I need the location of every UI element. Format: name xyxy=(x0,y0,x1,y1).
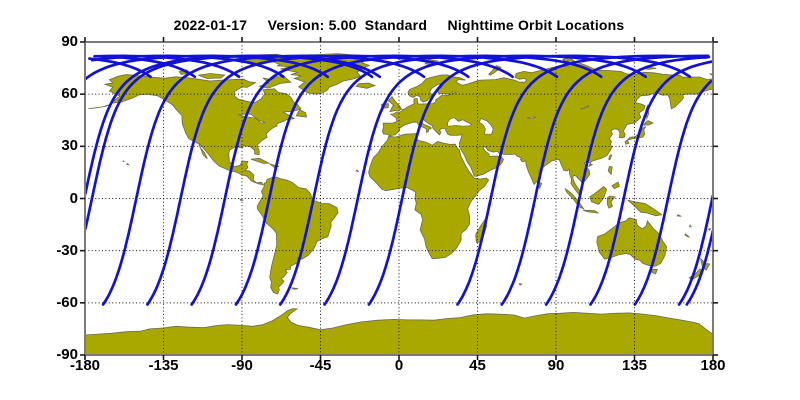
x-tick-label: 0 xyxy=(394,357,404,374)
land-japan-hokkaido xyxy=(643,120,654,126)
x-tick-label: 45 xyxy=(469,357,486,374)
orbit-track xyxy=(685,229,713,306)
water-black-sea xyxy=(447,117,473,127)
land-eurasia xyxy=(381,62,713,197)
land-new-caledonia xyxy=(684,233,690,238)
land-kerguelen xyxy=(518,282,523,286)
x-tick-label: 180 xyxy=(700,357,726,374)
land-falklands xyxy=(290,287,299,290)
y-tick-label: -90 xyxy=(56,346,78,363)
orbit-track xyxy=(323,54,647,306)
orbit-track xyxy=(278,54,603,306)
land-great-britain xyxy=(387,95,403,113)
orbit-track xyxy=(633,79,713,306)
orbit-track xyxy=(677,194,713,306)
land-hawaii-big-island xyxy=(125,162,130,166)
land-hawaii-oahu xyxy=(122,160,125,163)
orbit-track xyxy=(90,54,285,79)
y-tick-label: 60 xyxy=(61,85,78,103)
land-luzon xyxy=(607,166,613,176)
y-tick-label: 30 xyxy=(61,137,78,155)
land-sulawesi xyxy=(606,195,616,209)
y-tick-label: -30 xyxy=(56,241,78,259)
tick-marks-layer xyxy=(80,37,718,360)
water-lake-ladoga xyxy=(451,91,457,94)
orbit-track xyxy=(544,55,711,306)
water-lake-balkhash xyxy=(526,116,536,120)
y-tick-label: -60 xyxy=(56,293,78,311)
land-tasmania xyxy=(651,268,658,275)
orbit-track xyxy=(456,54,708,306)
land-borneo xyxy=(589,185,608,205)
orbit-track xyxy=(367,54,692,306)
land-taiwan xyxy=(607,154,613,161)
land-newfoundland xyxy=(295,109,307,118)
land-vanuatu xyxy=(689,224,692,228)
land-java xyxy=(582,209,599,214)
y-tick-label: 0 xyxy=(69,189,78,207)
land-galapagos xyxy=(239,198,245,202)
x-tick-label: -135 xyxy=(148,357,179,374)
orbit-tracks-layer xyxy=(85,54,713,306)
x-tick-label: 135 xyxy=(621,357,648,374)
y-tick-label: 90 xyxy=(61,33,78,50)
land-solomon-islands xyxy=(676,214,682,217)
land-victoria-island xyxy=(198,73,226,79)
x-tick-label: -180 xyxy=(69,357,101,374)
grid-layer xyxy=(85,42,713,355)
land-australia xyxy=(596,217,668,267)
land-cuba xyxy=(250,157,271,164)
orbit-track xyxy=(85,54,374,196)
x-tick-label: -90 xyxy=(231,357,253,374)
land-hainan xyxy=(587,162,594,168)
land-fiji xyxy=(707,227,712,231)
water-caspian-sea xyxy=(478,118,494,135)
land-iceland xyxy=(355,82,377,89)
x-tick-label: -45 xyxy=(309,357,332,374)
plot-title: 2022-01-17 Version: 5.00 Standard Nightt… xyxy=(173,17,625,33)
orbit-track xyxy=(88,57,152,79)
land-cape-verde xyxy=(355,169,359,173)
land-japan-kyushu xyxy=(624,139,630,145)
orbit-track xyxy=(589,60,713,306)
orbit-track xyxy=(85,54,330,81)
land-south-america xyxy=(256,176,339,295)
x-tick-label: 90 xyxy=(547,357,565,374)
land-new-guinea xyxy=(627,199,663,217)
land-north-america xyxy=(103,74,302,186)
land-mindanao xyxy=(611,181,620,190)
orbit-track xyxy=(500,54,710,306)
water-lake-baikal xyxy=(580,105,590,110)
